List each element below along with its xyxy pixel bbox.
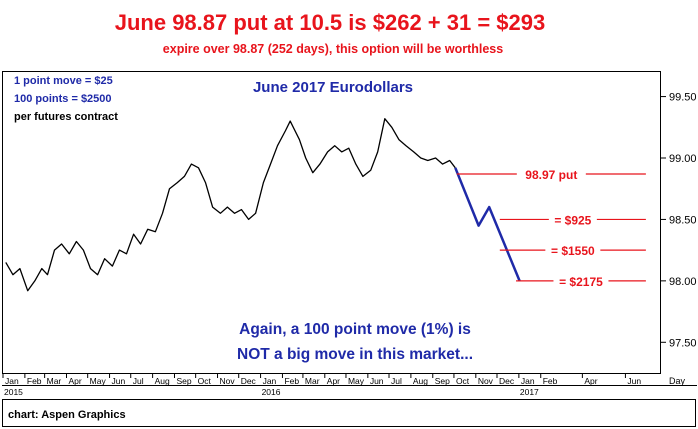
- x-tick-label-4: May: [90, 376, 107, 386]
- x-tick-label-8: Sep: [176, 376, 191, 386]
- annotation-label-bg-1: [548, 212, 597, 227]
- footer-frame: [2, 399, 696, 427]
- x-tick-label-19: Aug: [413, 376, 428, 386]
- y-tick-label-3: 99.00: [669, 153, 697, 165]
- x-tick-label-12: Jan: [263, 376, 277, 386]
- note-line-3: per futures contract: [14, 111, 118, 123]
- annotation-layer: 98.97 put = $925 = $1550 = $2175: [456, 166, 646, 289]
- x-tick-label-17: Jun: [370, 376, 384, 386]
- x-tick-label-9: Oct: [198, 376, 212, 386]
- annotation-label-bg-2: [545, 243, 601, 258]
- annotation-label-0: 98.97 put: [525, 168, 577, 182]
- x-tick-label-21: Oct: [456, 376, 470, 386]
- x-year-label-1: 2016: [262, 387, 281, 397]
- x-tick-label-16: May: [348, 376, 365, 386]
- x-tick-label-26: Apr: [584, 376, 597, 386]
- x-year-label-2: 2017: [520, 387, 539, 397]
- x-tick-label-3: Apr: [69, 376, 82, 386]
- x-tick-label-0: Jan: [5, 376, 19, 386]
- series-layer: [5, 118, 456, 292]
- x-tick-label-18: Jul: [391, 376, 402, 386]
- y-axis: 97.50 98.00 98.50 99.00 99.50: [660, 92, 697, 349]
- x-tick-label-10: Nov: [220, 376, 236, 386]
- x-tick-label-23: Dec: [499, 376, 515, 386]
- header-subtitle: expire over 98.87 (252 days), this optio…: [163, 42, 503, 56]
- x-axis-label: Day: [669, 376, 686, 386]
- x-tick-label-1: Feb: [27, 376, 42, 386]
- y-tick-label-0: 97.50: [669, 337, 697, 349]
- annotation-label-bg-0: [516, 166, 586, 181]
- y-tick-label-1: 98.00: [669, 276, 697, 288]
- annotation-label-2: = $1550: [551, 244, 595, 258]
- x-tick-label-27: Jun: [627, 376, 641, 386]
- x-tick-label-2: Mar: [47, 376, 62, 386]
- x-tick-label-20: Sep: [435, 376, 450, 386]
- annotation-label-1: = $925: [554, 213, 591, 227]
- x-tick-label-6: Jul: [133, 376, 144, 386]
- note-line-1: 1 point move = $25: [14, 75, 113, 87]
- callout-line-2: NOT a big move in this market...: [237, 346, 473, 363]
- x-tick-label-11: Dec: [241, 376, 257, 386]
- x-tick-label-14: Mar: [305, 376, 320, 386]
- projection-layer: [454, 167, 521, 282]
- y-tick-label-2: 98.50: [669, 214, 697, 226]
- annotation-label-3: = $2175: [559, 275, 603, 289]
- header-title: June 98.87 put at 10.5 is $262 + 31 = $2…: [115, 10, 546, 35]
- x-tick-label-5: Jun: [112, 376, 126, 386]
- annotation-label-bg-3: [553, 273, 609, 288]
- x-year-label-0: 2015: [4, 387, 23, 397]
- plot-frame: [2, 71, 661, 374]
- x-tick-label-13: Feb: [284, 376, 299, 386]
- chart-title: June 2017 Eurodollars: [253, 79, 413, 96]
- note-line-2: 100 points = $2500: [14, 93, 112, 105]
- footer-source: chart: Aspen Graphics: [8, 409, 126, 421]
- callout-line-1: Again, a 100 point move (1%) is: [239, 321, 471, 338]
- price-series-line-0: [5, 118, 456, 292]
- x-tick-label-24: Jan: [521, 376, 535, 386]
- x-tick-label-25: Feb: [543, 376, 558, 386]
- projection-line: [454, 167, 521, 282]
- x-tick-label-15: Apr: [327, 376, 340, 386]
- x-tick-label-22: Nov: [478, 376, 494, 386]
- y-tick-label-4: 99.50: [669, 92, 697, 104]
- x-tick-label-7: Aug: [155, 376, 170, 386]
- x-axis: Jan Feb Mar Apr May Jun Jul Aug Sep Oct Nov Dec Jan F…: [2, 373, 641, 397]
